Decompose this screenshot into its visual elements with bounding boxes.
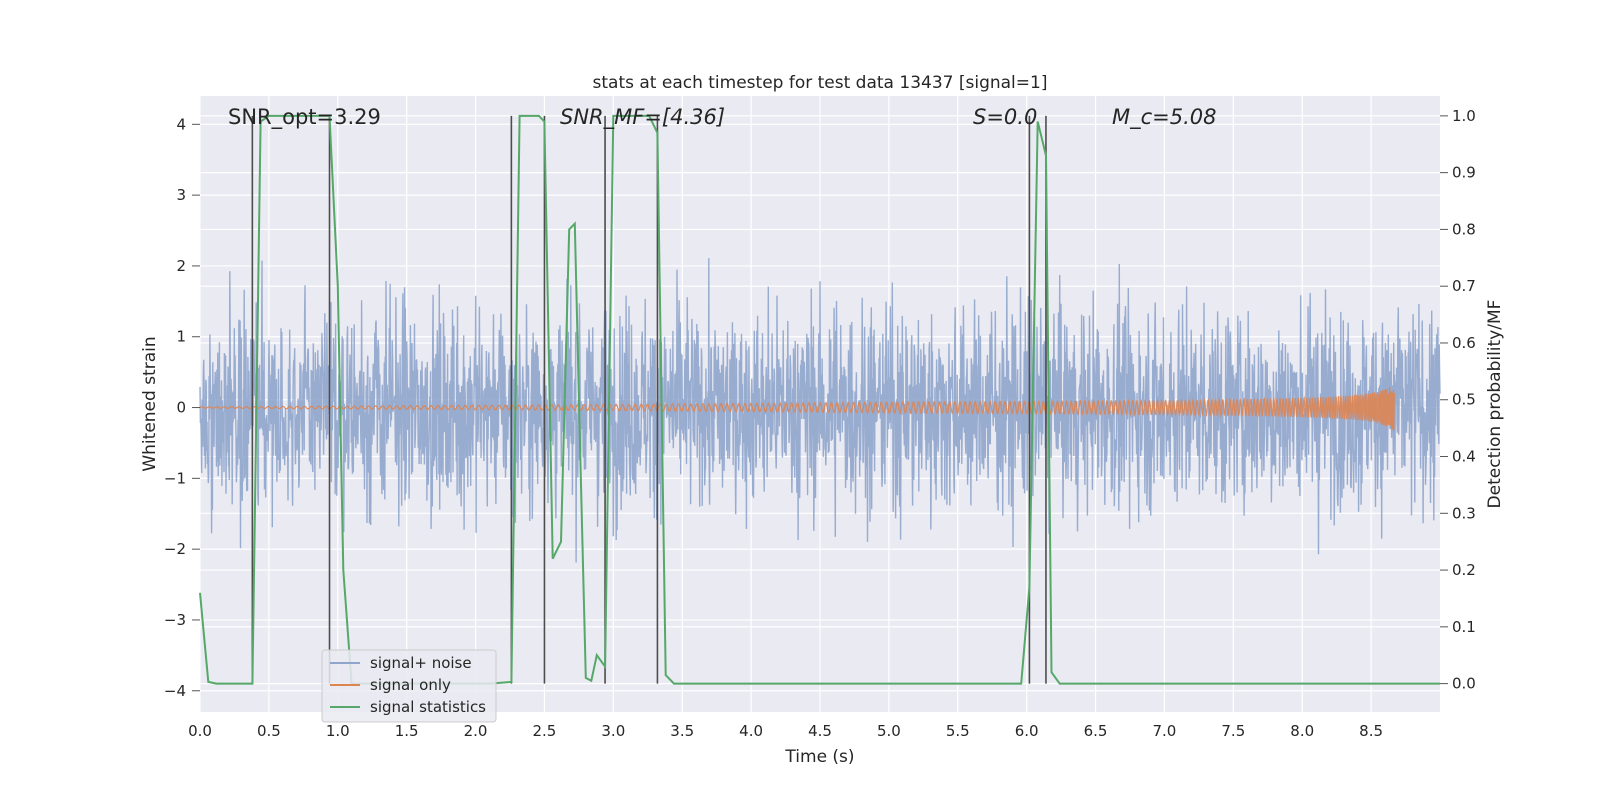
y-tick-label: 4 <box>176 115 186 133</box>
annotation-snr-mf: SNR_MF=[4.36] <box>560 105 725 130</box>
noise-series <box>199 258 1441 563</box>
y-tick-label: 1 <box>176 328 186 346</box>
y-right-tick-label: 1.0 <box>1452 107 1476 125</box>
x-axis-label: Time (s) <box>784 747 854 767</box>
y-right-tick-label: 0.7 <box>1452 277 1476 295</box>
x-tick-label: 0.0 <box>188 722 212 740</box>
x-tick-label: 3.0 <box>601 722 625 740</box>
y-tick-label: −1 <box>164 469 186 487</box>
tick-labels: 0.0 0.5 1.0 1.5 2.0 2.5 3.0 3.5 4.0 4.5 5.0 5.5 6.0 6… <box>164 107 1476 740</box>
y-tick-label: −3 <box>164 611 186 629</box>
x-tick-label: 5.0 <box>877 722 901 740</box>
x-tick-label: 8.0 <box>1290 722 1314 740</box>
x-tick-label: 4.5 <box>808 722 832 740</box>
y-tick-label: −4 <box>164 682 186 700</box>
x-tick-label: 4.0 <box>739 722 763 740</box>
signal-statistics-series <box>199 114 1440 685</box>
y-tick-label: −2 <box>164 540 186 558</box>
annotation-s: S=0.0 <box>973 105 1037 129</box>
legend-label-noise: signal+ noise <box>370 654 472 672</box>
legend-box <box>321 649 497 723</box>
x-tick-label: 2.5 <box>533 722 557 740</box>
x-tick-label: 1.5 <box>395 722 419 740</box>
chart-title: stats at each timestep for test data 134… <box>593 73 1048 93</box>
x-tick-label: 8.5 <box>1359 722 1383 740</box>
y-tick-label: 3 <box>176 186 186 204</box>
y-right-tick-label: 0.4 <box>1452 448 1476 466</box>
y-right-tick-label: 0.3 <box>1452 504 1476 522</box>
y-tick-label: 2 <box>176 257 186 275</box>
legend: signal+ noise signal only signal statist… <box>321 649 497 723</box>
y-right-tick-label: 0.1 <box>1452 618 1476 636</box>
x-tick-label: 1.0 <box>326 722 350 740</box>
signal-only-line <box>199 386 1396 431</box>
x-tick-label: 5.5 <box>946 722 970 740</box>
noise-line <box>199 258 1441 563</box>
x-tick-label: 3.5 <box>670 722 694 740</box>
y-right-tick-label: 0.6 <box>1452 334 1476 352</box>
y-right-axis-label: Detection probability/MF <box>1485 300 1505 509</box>
annotation-snr-opt: SNR_opt=3.29 <box>228 105 381 130</box>
y-axis-label: Whitened strain <box>140 336 160 471</box>
y-tick-label: 0 <box>176 399 186 417</box>
x-tick-label: 7.5 <box>1221 722 1245 740</box>
legend-label-signal: signal only <box>370 676 451 694</box>
x-tick-label: 6.0 <box>1015 722 1039 740</box>
legend-label-stats: signal statistics <box>370 698 486 716</box>
x-tick-label: 7.0 <box>1153 722 1177 740</box>
vertical-markers <box>251 115 1047 684</box>
y-right-tick-label: 0.9 <box>1452 164 1476 182</box>
x-tick-label: 0.5 <box>257 722 281 740</box>
y-right-tick-label: 0.2 <box>1452 561 1476 579</box>
annotation-mc: M_c=5.08 <box>1112 105 1217 130</box>
x-tick-label: 2.0 <box>464 722 488 740</box>
signal-statistics-line <box>199 114 1440 685</box>
y-right-tick-label: 0.0 <box>1452 675 1476 693</box>
y-right-tick-label: 0.5 <box>1452 391 1476 409</box>
signal-only-series <box>199 386 1396 431</box>
y-right-tick-label: 0.8 <box>1452 220 1476 238</box>
x-tick-label: 6.5 <box>1084 722 1108 740</box>
